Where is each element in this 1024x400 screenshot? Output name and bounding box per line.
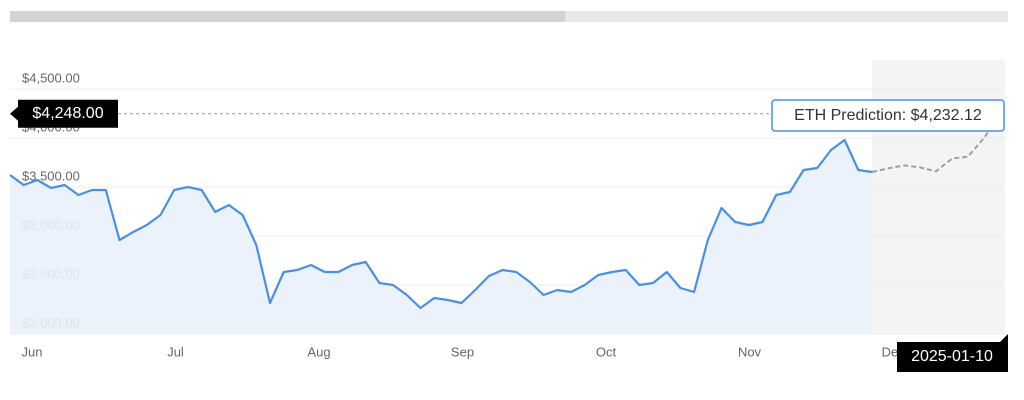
tooltip-label: ETH Prediction: $4,232.12	[794, 107, 982, 124]
x-tick-label: Sep	[451, 344, 474, 359]
x-tick-label: Aug	[307, 344, 330, 359]
price-tag-label: $4,248.00	[32, 105, 103, 122]
y-tick-label: $3,500.00	[22, 168, 80, 183]
x-tick-label: Jun	[22, 344, 43, 359]
area	[10, 140, 872, 334]
plot	[9, 114, 1001, 334]
prediction-line	[871, 114, 1001, 173]
y-tick-label: $4,500.00	[22, 70, 80, 85]
overlay: $4,248.00 ETH Prediction: $4,232.12 2025-0…	[10, 99, 1008, 372]
tooltip-box	[771, 99, 1005, 132]
x-tick-label: Nov	[738, 344, 762, 359]
x-tick-label: Oct	[596, 344, 617, 359]
date-tag	[897, 334, 1008, 372]
date-tag-label: 2025-01-10	[911, 348, 993, 365]
price-tag	[10, 99, 118, 128]
progress-track	[565, 11, 1008, 22]
price-line	[9, 138, 873, 310]
progress-fill	[10, 11, 565, 22]
x-tick-label: Jul	[167, 344, 184, 359]
